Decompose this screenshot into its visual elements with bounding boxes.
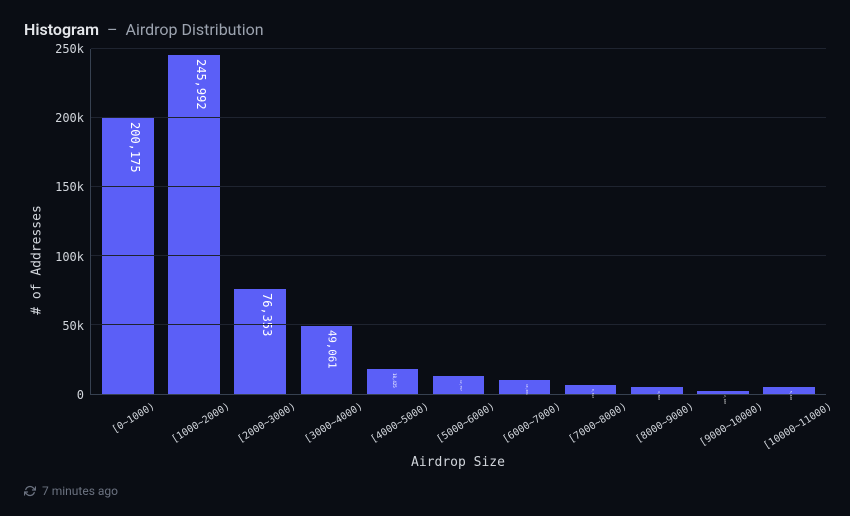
bar-wrap: 12,757 — [425, 49, 491, 394]
bar: 6,312 — [565, 385, 617, 394]
y-tick: 150k — [55, 180, 84, 194]
bar: 5,426 — [763, 387, 815, 394]
x-tick-label: [3000~4000) — [303, 401, 365, 445]
x-tick-label: [1000~2000) — [170, 401, 232, 445]
bar: 10,401 — [499, 380, 551, 394]
y-tick: 100k — [55, 250, 84, 264]
bar-wrap: 2,100 — [690, 49, 756, 394]
x-axis-label: Airdrop Size — [50, 455, 826, 470]
x-tick: [10000~11000) — [756, 395, 822, 453]
x-tick: [0~1000) — [94, 395, 160, 453]
x-tick-label: [2000~3000) — [236, 401, 298, 445]
x-axis-ticks-row: [0~1000)[1000~2000)[2000~3000)[3000~4000… — [50, 395, 826, 453]
x-tick: [5000~6000) — [425, 395, 491, 453]
gridline — [91, 48, 826, 49]
chart-title-sub: Airdrop Distribution — [126, 20, 264, 39]
bar-wrap: 5,426 — [756, 49, 822, 394]
x-tick: [7000~8000) — [557, 395, 623, 453]
bar-value-label: 10,401 — [525, 384, 529, 395]
chart-zone: # of Addresses 050k100k150k200k250k 200,… — [24, 49, 826, 470]
plot-area: 050k100k150k200k250k 200,175245,99276,35… — [50, 49, 826, 470]
chart-title-main: Histogram — [24, 20, 99, 39]
gridline — [91, 117, 826, 118]
bar-value-label: 18,425 — [392, 373, 397, 388]
x-tick-label: [6000~7000) — [501, 401, 563, 445]
chart-title-separator: – — [107, 20, 118, 39]
updated-text: 7 minutes ago — [42, 484, 118, 498]
plot: 200,175 245,992 76,353 49,061 18,425 12,757 10… — [90, 49, 826, 395]
bar: 245,992 — [168, 55, 220, 394]
bar-wrap: 200,175 — [95, 49, 161, 394]
y-axis: 050k100k150k200k250k — [50, 49, 90, 395]
bar: 18,425 — [367, 369, 419, 394]
x-tick-label: [8000~9000) — [634, 401, 696, 445]
x-tick-label: [5000~6000) — [435, 401, 497, 445]
x-tick: [9000~10000) — [690, 395, 756, 453]
x-tick: [6000~7000) — [491, 395, 557, 453]
x-tick: [4000~5000) — [359, 395, 425, 453]
x-tick-label: [9000~10000) — [698, 401, 765, 449]
x-axis-ticks: [0~1000)[1000~2000)[2000~3000)[3000~4000… — [90, 395, 826, 453]
bar-wrap: 245,992 — [161, 49, 227, 394]
bar-value-label: 200,175 — [128, 122, 142, 173]
gridline — [91, 255, 826, 256]
bar: 12,757 — [433, 376, 485, 394]
x-tick-label: [7000~8000) — [567, 401, 629, 445]
bar-wrap: 76,353 — [227, 49, 293, 394]
bar-wrap: 49,061 — [293, 49, 359, 394]
refresh-icon — [24, 485, 36, 497]
bar-value-label: 49,061 — [326, 330, 338, 369]
card-footer: 7 minutes ago — [24, 484, 826, 498]
x-tick-label: [0~1000) — [110, 401, 157, 436]
bar-wrap: 4,800 — [624, 49, 690, 394]
bar-value-label: 245,992 — [194, 59, 208, 110]
x-tick: [2000~3000) — [226, 395, 292, 453]
bar-value-label: 76,353 — [260, 293, 274, 336]
chart-header: Histogram – Airdrop Distribution — [24, 20, 826, 39]
bar: 4,800 — [631, 387, 683, 394]
bar-wrap: 18,425 — [359, 49, 425, 394]
bars-container: 200,175 245,992 76,353 49,061 18,425 12,757 10… — [91, 49, 826, 394]
bar-value-label: 12,757 — [459, 380, 463, 391]
bar: 76,353 — [234, 289, 286, 394]
y-axis-label: # of Addresses — [30, 205, 45, 315]
bar-wrap: 10,401 — [492, 49, 558, 394]
x-tick: [8000~9000) — [624, 395, 690, 453]
y-tick: 200k — [55, 111, 84, 125]
y-tick: 0 — [77, 388, 84, 402]
gridline — [91, 186, 826, 187]
x-tick-label: [10000~11000) — [762, 401, 834, 452]
gridline — [91, 324, 826, 325]
chart-card: Histogram – Airdrop Distribution # of Ad… — [0, 0, 850, 516]
y-tick: 250k — [55, 42, 84, 56]
bar-wrap: 6,312 — [558, 49, 624, 394]
y-axis-label-wrap: # of Addresses — [24, 49, 50, 470]
x-tick-label: [4000~5000) — [369, 401, 431, 445]
x-tick: [3000~4000) — [293, 395, 359, 453]
bar: 2,100 — [697, 391, 749, 394]
bar: 49,061 — [301, 326, 353, 394]
y-tick: 50k — [62, 319, 84, 333]
x-tick: [1000~2000) — [160, 395, 226, 453]
